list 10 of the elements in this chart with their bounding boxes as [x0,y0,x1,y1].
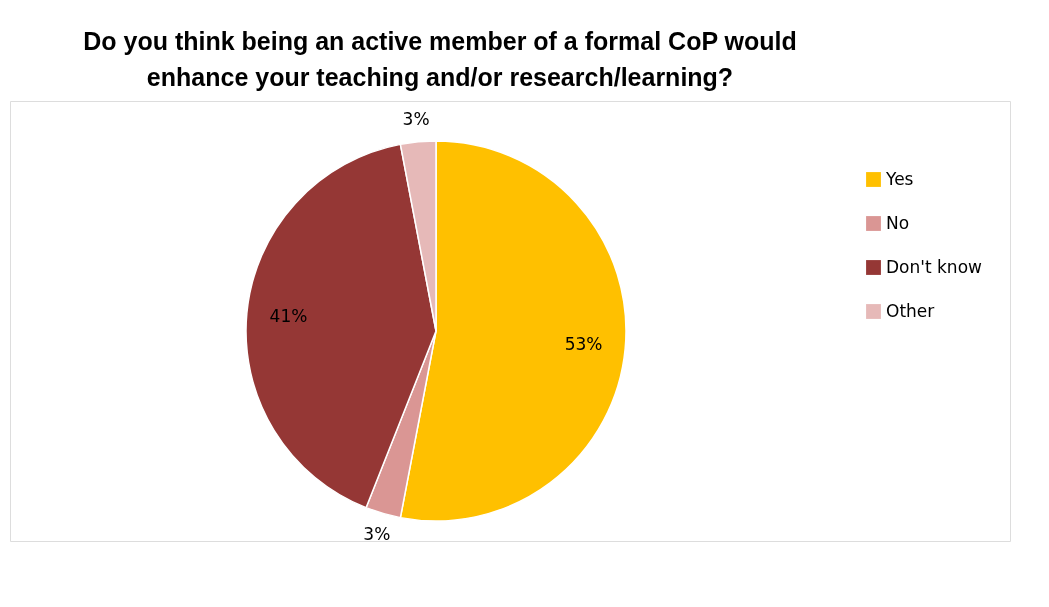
legend-label: Other [886,300,935,321]
text: enhance your teaching and/or research/learning? [146,63,734,91]
data-label: 41% [269,306,308,327]
data-label: 53% [564,333,603,354]
legend-label: Don't know [886,256,983,277]
legend-label: Yes [885,168,914,189]
data-label: 3% [402,108,430,129]
text: Do you think being an active member of a formal CoP would [83,27,797,55]
legend-label: No [886,212,910,233]
data-label: 3% [363,523,391,544]
